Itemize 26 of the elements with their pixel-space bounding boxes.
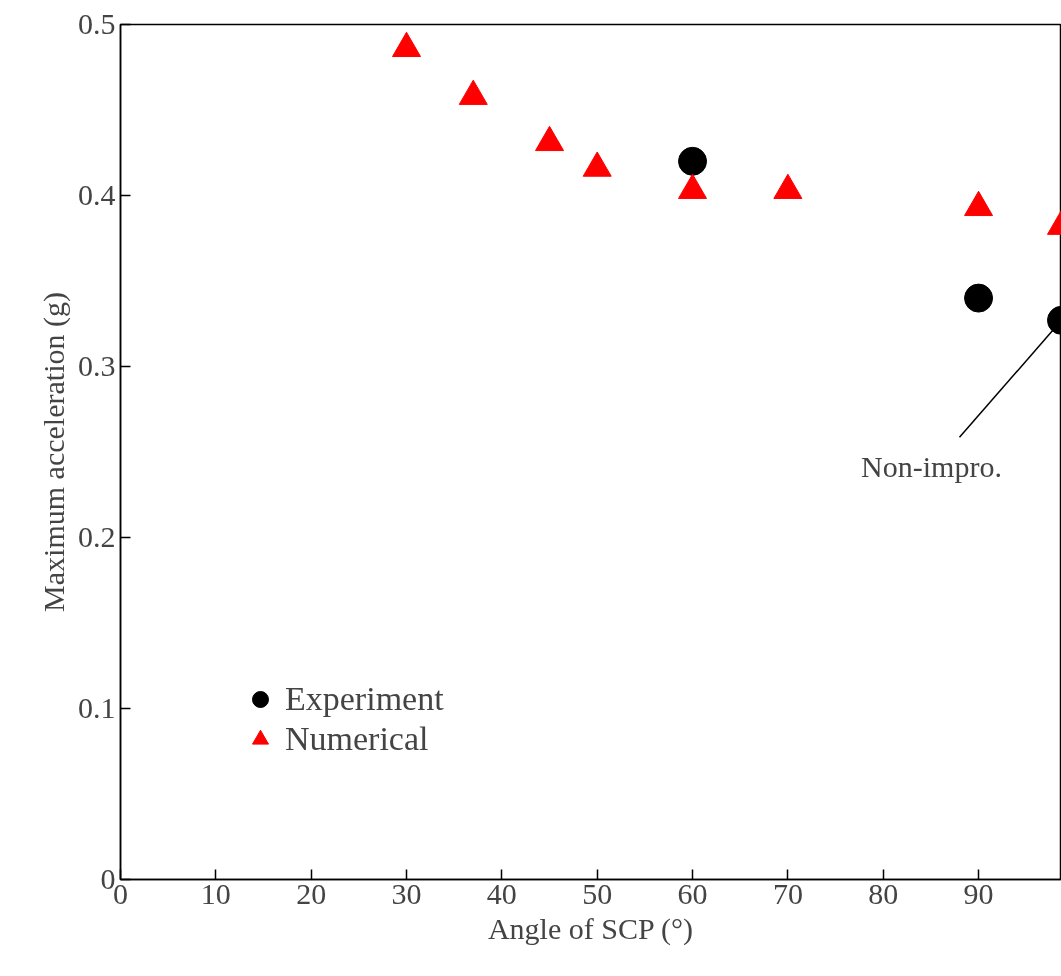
x-tick-label: 70 — [772, 876, 803, 910]
x-tick-label: 50 — [582, 876, 613, 910]
x-tick-label: 30 — [391, 876, 422, 910]
point — [582, 151, 612, 177]
point — [964, 190, 994, 217]
point — [773, 173, 803, 199]
x-tick-label: 90 — [963, 876, 994, 910]
y-tick-label: 0.2 — [78, 520, 116, 553]
x-tick-label: 10 — [200, 876, 231, 910]
y-tick-label: 0.5 — [78, 7, 116, 40]
x-tick-label: 40 — [486, 876, 517, 910]
x-axis-title: Angle of SCP (°) — [487, 911, 693, 946]
y-tick-label: 0.1 — [78, 691, 116, 724]
y-tick-label: 0.4 — [78, 178, 116, 211]
y-axis-title: Maximum acceleration (g) — [37, 292, 71, 612]
x-tick-label: 60 — [677, 876, 708, 910]
x-tick-label: 80 — [868, 876, 899, 910]
point — [678, 173, 708, 199]
point — [392, 31, 422, 58]
x-tick-label: 20 — [296, 876, 327, 910]
point — [458, 79, 488, 105]
annotation: Non-impro. — [861, 449, 1002, 483]
point — [535, 125, 565, 152]
legend-label: Numerical — [285, 720, 429, 758]
y-tick-label: 0.3 — [78, 349, 116, 382]
legend-label: Experiment — [285, 680, 444, 718]
